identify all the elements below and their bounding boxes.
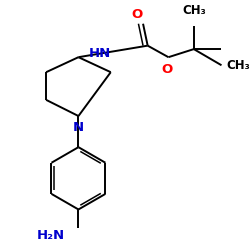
Text: O: O — [132, 8, 143, 22]
Text: CH₃: CH₃ — [182, 4, 206, 17]
Text: H₂N: H₂N — [36, 229, 64, 242]
Text: N: N — [73, 120, 84, 134]
Text: O: O — [162, 63, 173, 76]
Text: HN: HN — [88, 47, 111, 60]
Text: CH₃: CH₃ — [226, 59, 250, 72]
